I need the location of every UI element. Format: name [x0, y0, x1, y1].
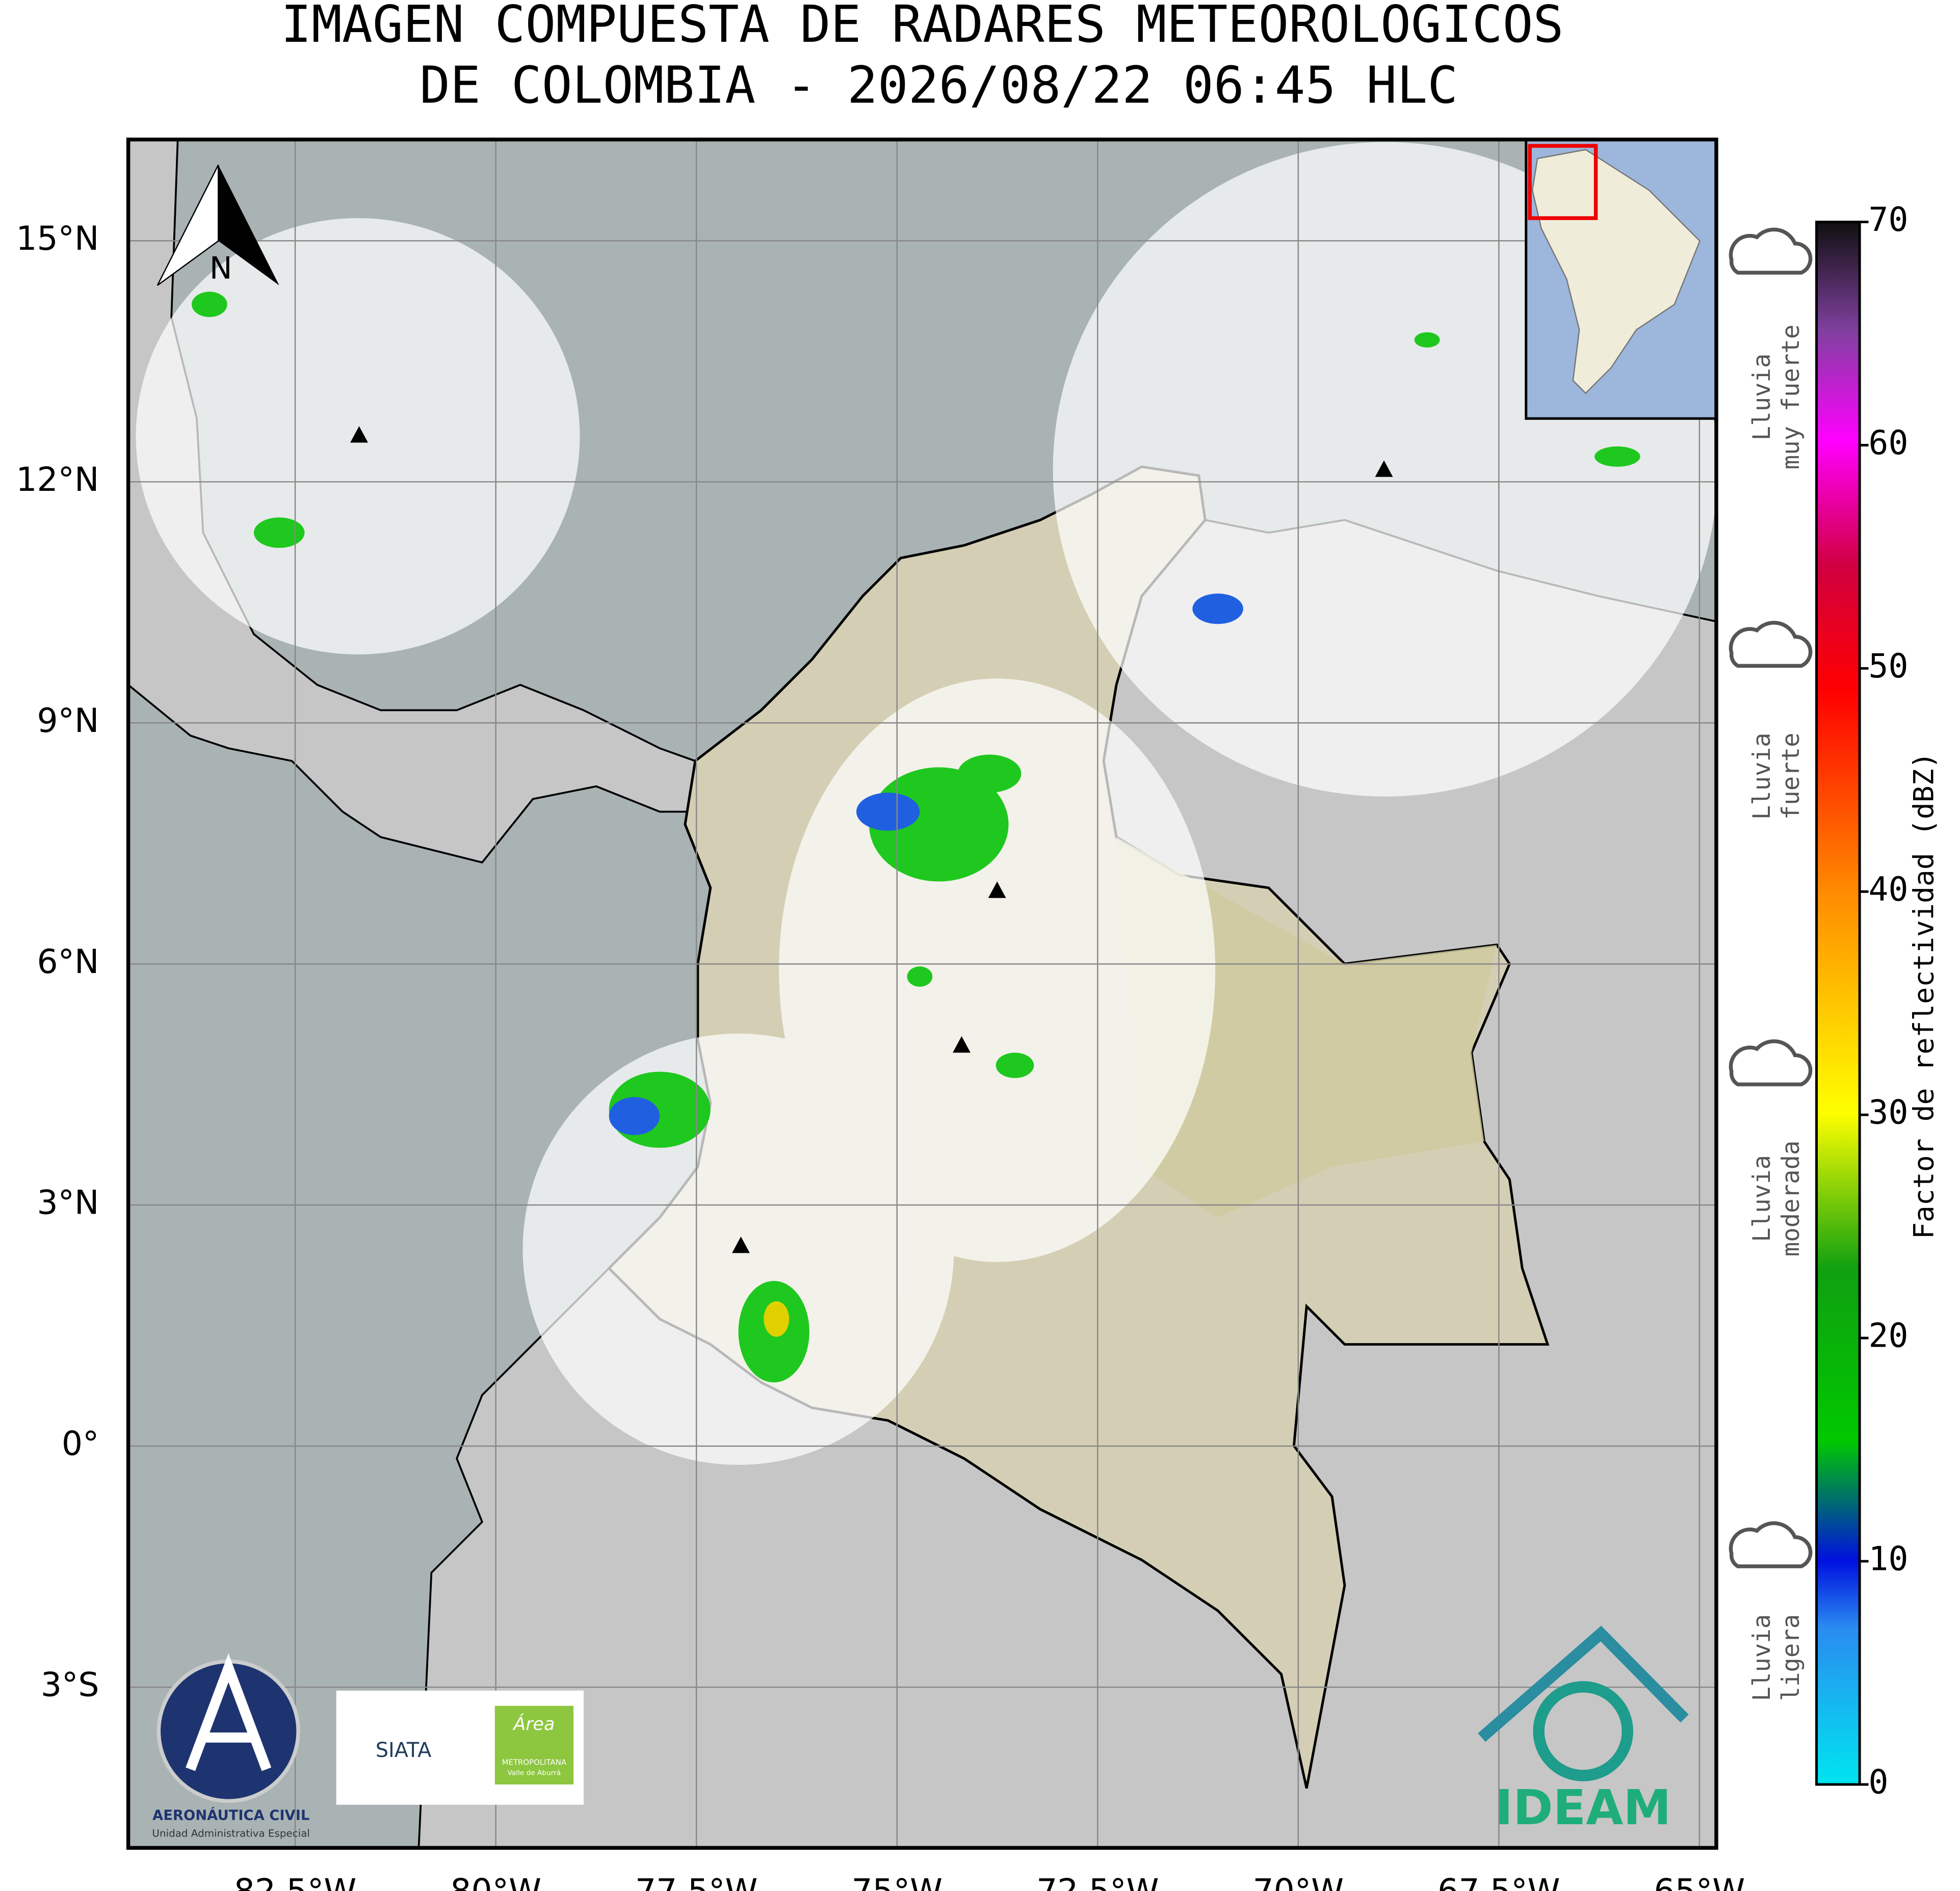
x-tick-label: 82.5°W [234, 1873, 356, 1891]
radar-sites [350, 426, 1393, 1253]
north-label: N [210, 251, 232, 286]
colorbar-tick-label: 20 [1869, 1317, 1909, 1355]
logo-text: SIATA [376, 1739, 432, 1762]
x-tick-label: 67.5°W [1438, 1873, 1560, 1891]
echo [996, 1053, 1034, 1079]
rain-icon [1729, 621, 1813, 668]
colorbar-ticks: 0 10 20 30 40 50 60 70 [1860, 201, 1908, 1802]
echo [253, 517, 305, 548]
colorbar-tick-label: 60 [1869, 424, 1909, 462]
y-tick-label: 3°N [37, 1184, 99, 1222]
y-tick-label: 15°N [16, 220, 99, 258]
y-tick-label: 9°N [37, 702, 99, 740]
colorbar-tick-label: 30 [1869, 1094, 1909, 1132]
radar-site [988, 881, 1006, 898]
echo [1192, 593, 1243, 624]
aerocivil-logo [186, 1653, 272, 1771]
echo [957, 754, 1022, 793]
rain-icon [1729, 1521, 1813, 1568]
logo-text: Área [512, 1713, 555, 1735]
echo [1414, 332, 1440, 348]
colorbar-tick-label: 50 [1869, 647, 1909, 686]
rain-class-label: Lluvia [1748, 1614, 1776, 1701]
logo-text: METROPOLITANA [502, 1758, 567, 1767]
logo-text: Valle de Aburrá [508, 1769, 561, 1777]
x-tick-label: 72.5°W [1036, 1873, 1159, 1891]
echo [192, 292, 227, 318]
radar-site [953, 1036, 971, 1053]
colorbar-label: Factor de reflectividad (dBZ) [1907, 752, 1940, 1239]
title-line: DE COLOMBIA - 2026/08/22 06:45 HLC [420, 57, 1458, 115]
rain-class-label: Lluvia [1748, 353, 1776, 440]
radar-site [350, 426, 368, 443]
colorbar-tick-label: 10 [1869, 1540, 1909, 1579]
map-area: N AERONÁUTICA CIVIL Unidad Administrativ… [128, 139, 1716, 1848]
ideam-logo [1533, 1681, 1633, 1781]
logo-text: AERONÁUTICA CIVIL [152, 1807, 309, 1824]
rain-class-label: muy fuerte [1777, 325, 1805, 470]
logo-text: Unidad Administrativa Especial [152, 1828, 309, 1840]
inset-frame [1528, 144, 1598, 220]
echo [609, 1097, 660, 1135]
echo [856, 793, 920, 831]
rain-icon [1729, 1039, 1813, 1087]
area-logo [494, 1705, 574, 1784]
rain-class-label: moderada [1777, 1141, 1805, 1257]
y-tick-label: 6°N [37, 943, 99, 981]
echo [907, 966, 933, 987]
grid [128, 139, 1716, 1848]
x-tick-label: 70°W [1252, 1873, 1344, 1891]
y-tick-label: 12°N [16, 461, 99, 499]
radar-site [732, 1237, 750, 1253]
rain-echoes [192, 292, 1640, 1383]
rain-icon [1729, 227, 1813, 275]
ideam-logo [1478, 1625, 1689, 1742]
x-tick-label: 65°W [1654, 1873, 1745, 1891]
colorbar-tick-label: 0 [1869, 1764, 1889, 1802]
y-tick-label: 0° [62, 1425, 99, 1463]
rain-class-label: fuerte [1777, 732, 1805, 820]
logo-text: IDEAM [1495, 1780, 1671, 1836]
x-tick-label: 75°W [851, 1873, 943, 1891]
rain-class-label: Lluvia [1748, 1155, 1776, 1242]
x-tick-label: 77.5°W [635, 1873, 757, 1891]
y-tick-label: 3°S [41, 1666, 99, 1704]
title-line: IMAGEN COMPUESTA DE RADARES METEOROLOGIC… [281, 0, 1563, 54]
map-frame [126, 137, 1718, 1850]
aerocivil-logo [156, 1659, 300, 1803]
colorbar-tick-label: 40 [1869, 871, 1909, 909]
x-tick-label: 80°W [450, 1873, 541, 1891]
radar-site [1375, 460, 1393, 477]
rain-class-label: ligera [1777, 1614, 1805, 1701]
colorbar [1815, 220, 1861, 1786]
inset-continent [1531, 149, 1701, 395]
echo [1595, 446, 1640, 467]
rain-class-label: Lluvia [1748, 732, 1776, 820]
north-arrow [156, 164, 219, 286]
echo [764, 1301, 790, 1337]
colorbar-tick-label: 70 [1869, 201, 1909, 239]
